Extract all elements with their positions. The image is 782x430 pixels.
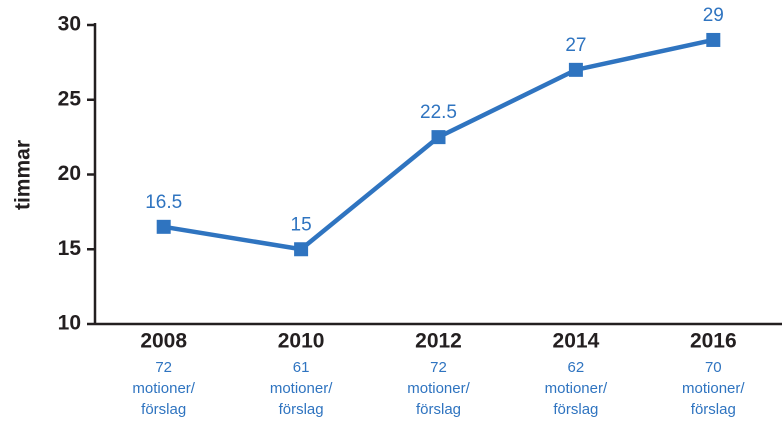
marker [568,62,583,77]
x-tick-label: 2010 [278,330,325,353]
y-tick-label: 20 [58,162,81,185]
x-tick-label: 2008 [140,330,187,353]
line [163,37,714,252]
y-axis-label: timmar [12,140,35,210]
x-tick-sublabel: motioner/ [132,380,195,397]
x-tick-sublabel: motioner/ [270,380,333,397]
value-label: 27 [565,35,586,56]
x-tick-sublabel: 72 [155,359,172,376]
value-label: 29 [703,5,724,26]
y-tick-label: 15 [58,237,82,260]
value-label: 22.5 [420,102,457,123]
x-tick-sublabel: 72 [430,359,447,376]
x-tick-label: 2012 [415,330,462,353]
x-tick-sublabel: motioner/ [545,380,608,397]
marker [431,130,446,145]
x-tick-label: 2016 [690,330,737,353]
x-tick-label: 2014 [553,330,600,353]
x-tick-sublabel: förslag [691,401,736,418]
x-tick-sublabel: motioner/ [682,380,745,397]
x-tick-sublabel: 62 [568,359,585,376]
x-tick-sublabel: 70 [705,359,722,376]
x-tick-sublabel: förslag [416,401,461,418]
marker [706,32,721,47]
x-tick-sublabel: 61 [293,359,310,376]
marker [156,219,171,234]
x-tick-sublabel: förslag [553,401,598,418]
value-label: 15 [291,214,312,235]
y-tick-label: 10 [58,312,81,335]
y-tick-label: 30 [58,13,81,36]
x-tick-sublabel: förslag [279,401,324,418]
marker [294,242,309,257]
x-tick-sublabel: förslag [141,401,186,418]
y-tick-label: 25 [58,87,82,110]
x-tick-sublabel: motioner/ [407,380,470,397]
value-label: 16.5 [145,192,182,213]
